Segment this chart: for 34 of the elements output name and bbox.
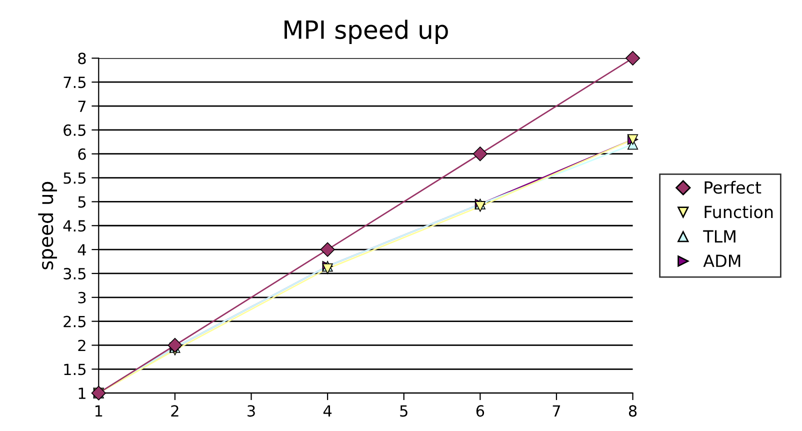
y-tick-label: 7.5 xyxy=(64,76,86,88)
x-tick-label: 1 xyxy=(95,405,102,416)
y-tick-label: 1 xyxy=(78,388,86,399)
point xyxy=(320,242,335,257)
legend-label: Perfect xyxy=(704,180,762,194)
point xyxy=(625,50,640,66)
x-tick-label: 2 xyxy=(171,405,178,416)
y-tick-label: 5.5 xyxy=(64,172,86,184)
y-axis-title: speed up xyxy=(38,182,57,270)
x-tick-label: 6 xyxy=(476,405,484,417)
x-tick-label: 7 xyxy=(552,405,560,416)
y-tick-label: 6 xyxy=(78,148,86,160)
chart-title: MPI speed up xyxy=(284,20,448,44)
point xyxy=(168,338,182,353)
x-tick-label: 8 xyxy=(628,405,637,417)
y-tick-label: 2 xyxy=(78,340,86,352)
y-tick-label: 5 xyxy=(78,196,86,208)
legend-label: ADM xyxy=(703,254,740,267)
y-tick-label: 4 xyxy=(78,244,86,256)
y-tick-label: 2.5 xyxy=(64,316,86,328)
y-tick-label: 6.5 xyxy=(64,124,86,136)
x-tick-label: 5 xyxy=(400,405,408,417)
point xyxy=(474,201,486,212)
y-tick-label: 3 xyxy=(78,292,86,304)
x-tick-label: 3 xyxy=(248,405,255,417)
point xyxy=(472,146,488,162)
y-tick-label: 1.5 xyxy=(64,364,86,376)
legend-label: TLM xyxy=(703,230,736,242)
y-tick-label: 7 xyxy=(78,100,86,112)
legend-label: Function xyxy=(704,205,773,218)
y-tick-label: 8 xyxy=(78,52,86,64)
y-tick-label: 4.5 xyxy=(63,220,86,232)
x-tick-label: 4 xyxy=(323,405,332,416)
y-tick-label: 3.5 xyxy=(64,268,86,280)
